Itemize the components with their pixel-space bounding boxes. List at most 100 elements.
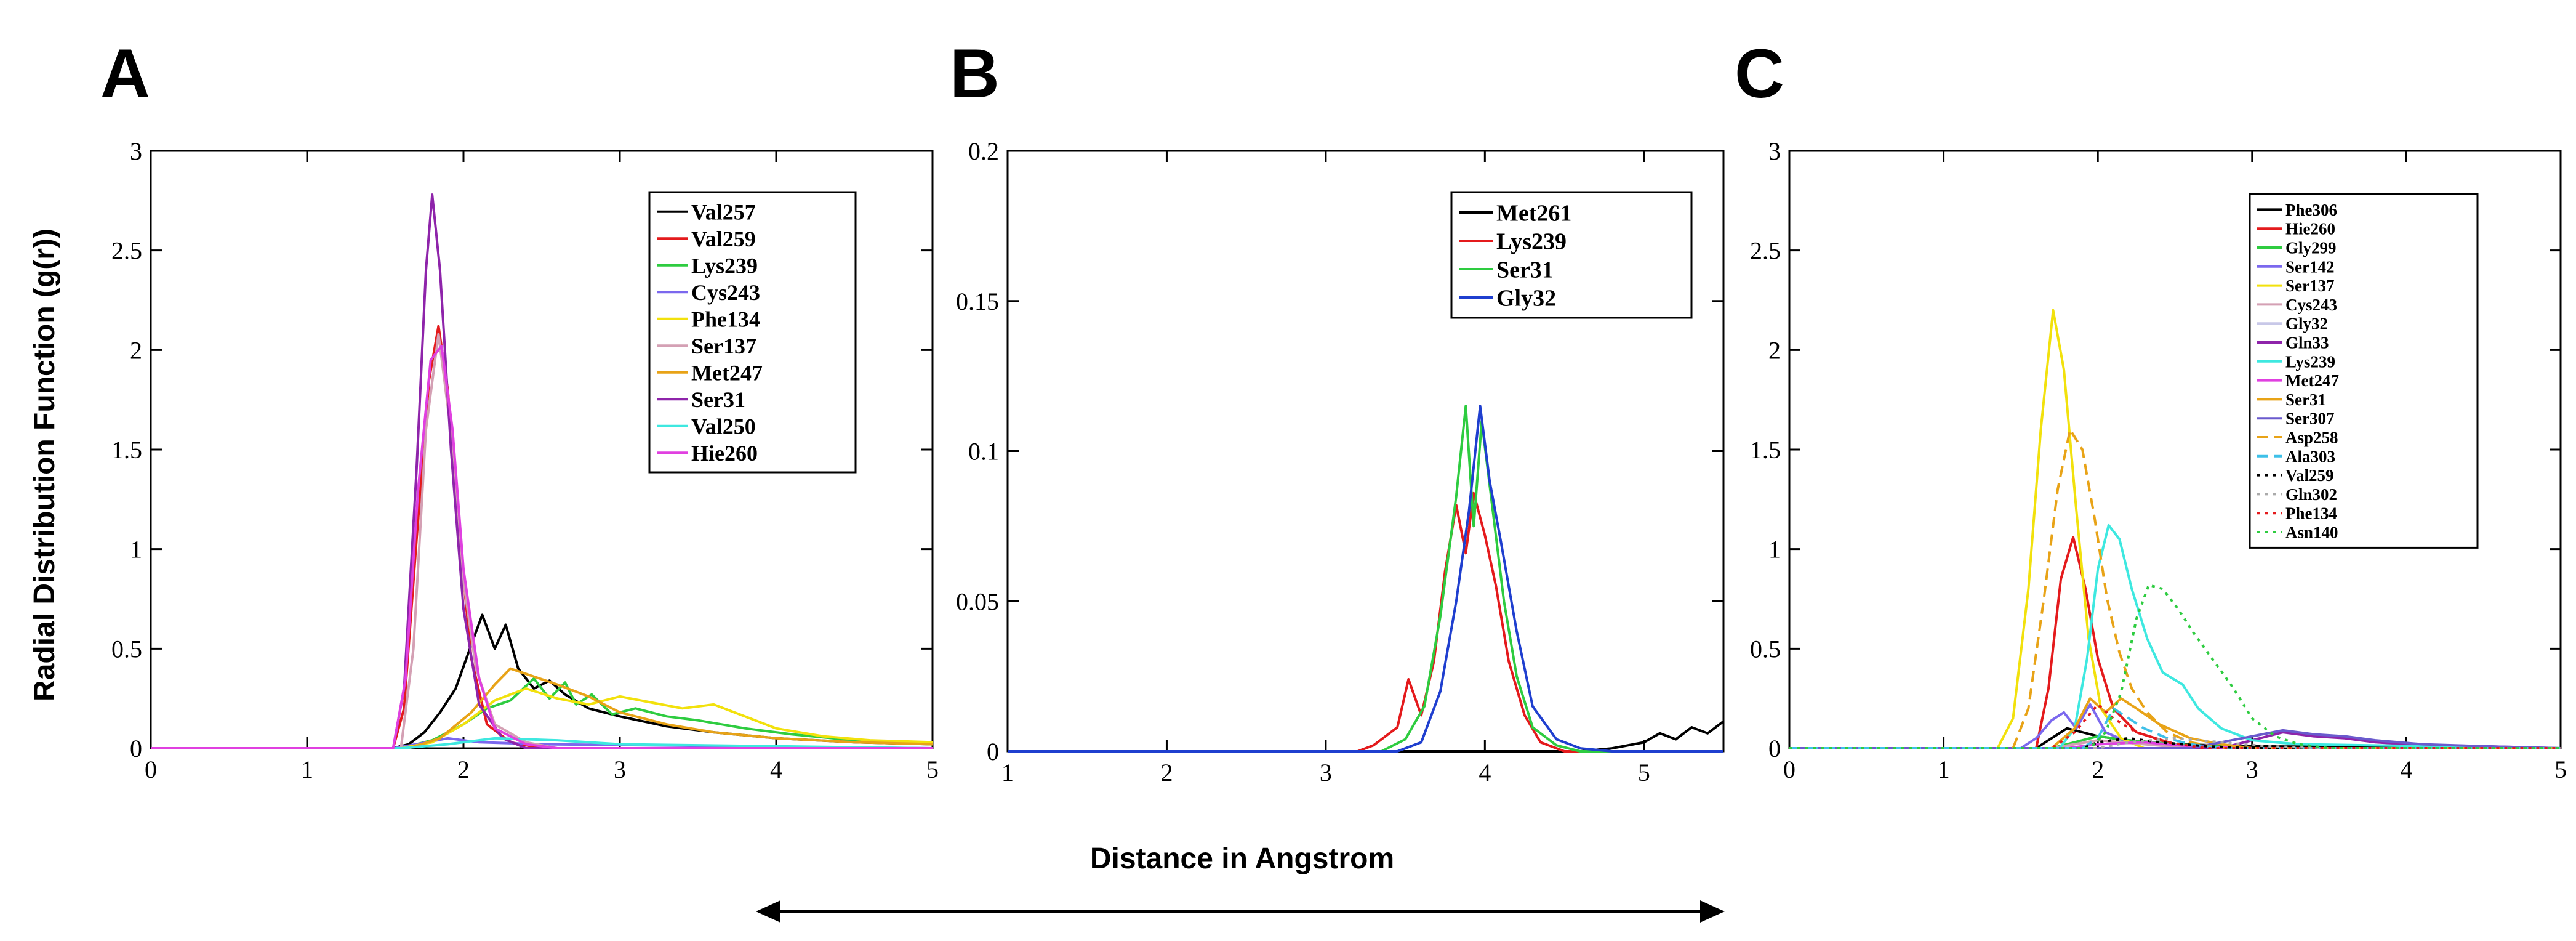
legend-label: Met247 — [691, 360, 763, 385]
legend-label: Ser31 — [2285, 390, 2326, 409]
legend-box — [2249, 193, 2479, 549]
series-line-met247 — [151, 667, 933, 749]
series-line-ser31 — [1789, 697, 2561, 749]
series-line-ser142 — [1789, 703, 2561, 749]
legend-label: Ser31 — [691, 387, 745, 412]
legend-label: Ser307 — [2285, 410, 2334, 428]
x-tick-label: 2 — [1160, 759, 1173, 786]
series-line-gln302 — [1789, 737, 2561, 749]
legend-label: Cys243 — [691, 280, 760, 305]
legend-label: Ser137 — [691, 334, 756, 358]
series-line-met261 — [1008, 720, 1725, 753]
series-line-lys239 — [1789, 523, 2561, 749]
y-tick-label: 0 — [130, 735, 142, 762]
y-tick-label: 0.5 — [1750, 635, 1781, 663]
legend-label: Ser137 — [2285, 277, 2334, 295]
y-tick-label: 0 — [1768, 735, 1781, 762]
legend-label: Val250 — [691, 414, 756, 438]
legend-label: Met261 — [1496, 200, 1571, 226]
series-line-val250 — [151, 737, 933, 749]
panel-c: 00.511.522.530 1 2 3 4 5Phe306Hie260Gly299Ser… — [1750, 137, 2567, 783]
series-line-ser307 — [1789, 729, 2561, 749]
series-line-asp258 — [1789, 428, 2561, 749]
legend-label: Gln33 — [2285, 333, 2329, 352]
legend-label: Gly32 — [2285, 315, 2328, 333]
y-tick-label: 3 — [130, 137, 142, 165]
series-line-ser137 — [1789, 309, 2561, 749]
legend-label: Lys239 — [691, 253, 758, 278]
legend-label: Phe134 — [2285, 504, 2337, 523]
legend-label: Val257 — [691, 200, 756, 224]
y-tick-label: 2 — [130, 336, 142, 364]
y-tick-label: 2.5 — [1750, 237, 1781, 265]
y-tick-label: 2.5 — [111, 237, 142, 265]
legend-label: Val259 — [2285, 466, 2334, 485]
x-tick-label: 5 — [926, 756, 939, 783]
x-tick-label: 3 — [2246, 756, 2258, 783]
x-tick-label: 4 — [770, 756, 782, 783]
y-tick-label: 0.15 — [956, 288, 999, 315]
legend-label: Lys239 — [1496, 228, 1567, 254]
y-tick-label: 0.5 — [111, 635, 142, 663]
series-line-ser31 — [1008, 405, 1723, 753]
legend-label: Phe306 — [2285, 201, 2337, 219]
legend-label: Ser142 — [2285, 257, 2334, 276]
legend-label: Hie260 — [691, 441, 758, 466]
x-tick-label: 4 — [2400, 756, 2412, 783]
legend-label: Val259 — [691, 227, 756, 251]
legend-label: Ala303 — [2285, 447, 2335, 466]
legend-label: Met247 — [2285, 371, 2339, 390]
series-line-lys239 — [151, 677, 933, 749]
y-tick-label: 1 — [1768, 536, 1781, 563]
legend-label: Phe134 — [691, 307, 760, 331]
series-line-hie260 — [151, 344, 933, 749]
y-tick-label: 1 — [130, 536, 142, 563]
legend-label: Hie260 — [2285, 220, 2335, 238]
series-line-val257 — [151, 613, 933, 749]
y-tick-label: 2 — [1768, 336, 1781, 364]
legend-label: Lys239 — [2285, 352, 2335, 371]
x-tick-label: 4 — [1479, 759, 1491, 786]
panel-b-label: B — [950, 35, 1000, 112]
series-line-val259 — [1789, 737, 2561, 749]
distance-arrow — [756, 900, 1725, 923]
legend-label: Ser31 — [1496, 257, 1554, 283]
y-tick-label: 0.1 — [968, 438, 999, 466]
series-line-gly32 — [1008, 405, 1723, 753]
legend-label: Gly32 — [1496, 285, 1556, 311]
x-tick-label: 1 — [1001, 759, 1014, 786]
x-tick-label: 5 — [2554, 756, 2567, 783]
legend-label: Cys243 — [2285, 296, 2337, 314]
x-tick-label: 1 — [301, 756, 313, 783]
y-tick-label: 1.5 — [111, 436, 142, 464]
panel-a-label: A — [100, 35, 150, 112]
y-tick-label: 1.5 — [1750, 436, 1781, 464]
series-line-phe134 — [151, 687, 933, 749]
x-tick-label: 0 — [1783, 756, 1796, 783]
series-line-hie260 — [1789, 536, 2561, 749]
panel-c-label: C — [1735, 35, 1784, 112]
legend-label: Gly299 — [2285, 238, 2337, 257]
y-tick-label: 3 — [1768, 137, 1781, 165]
x-tick-label: 2 — [2092, 756, 2104, 783]
legend-label: Gln302 — [2285, 485, 2337, 504]
x-tick-label: 3 — [1320, 759, 1332, 786]
legend-label: Asp258 — [2285, 428, 2338, 446]
y-tick-label: 0.05 — [956, 588, 999, 615]
y-tick-label: 0 — [987, 738, 999, 765]
series-line-ala303 — [1789, 707, 2561, 749]
legend-label: Asn140 — [2285, 523, 2338, 541]
x-tick-label: 5 — [1638, 759, 1650, 786]
series-line-lys239 — [1008, 491, 1723, 753]
x-axis-title: Distance in Angstrom — [1090, 842, 1394, 875]
series-line-phe134 — [1789, 703, 2561, 749]
series-line-asn140 — [1789, 583, 2561, 749]
panel-a: 0 0.5 1 1.5 2 2.5 3 0 1 2 3 4 5 Val257 Val259Lys239Cys… — [111, 137, 939, 783]
x-tick-label: 0 — [145, 756, 157, 783]
x-tick-label: 1 — [1938, 756, 1950, 783]
x-tick-label: 3 — [614, 756, 626, 783]
y-tick-label: 0.2 — [968, 137, 999, 165]
x-tick-label: 2 — [457, 756, 470, 783]
